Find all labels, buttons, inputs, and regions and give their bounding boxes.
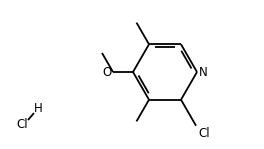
Text: H: H [34,101,43,114]
Text: N: N [199,66,208,79]
Text: O: O [103,66,112,79]
Text: Cl: Cl [198,127,210,140]
Text: Cl: Cl [16,118,28,132]
